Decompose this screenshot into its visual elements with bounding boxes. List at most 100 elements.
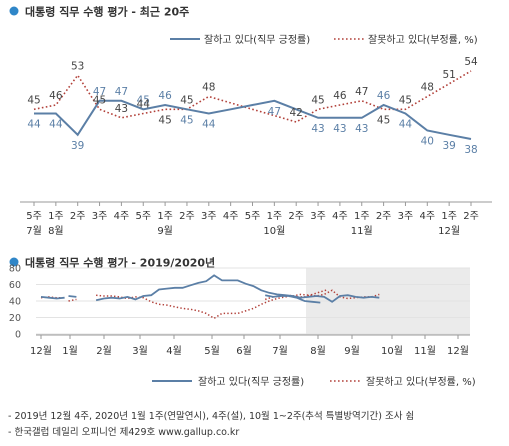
x-week-label: 3주 [398, 211, 414, 222]
approve-data-label: 44 [399, 119, 413, 131]
x-week-label: 4주 [223, 211, 239, 222]
disapprove-line [33, 70, 472, 123]
y-tick-label: 40 [9, 297, 21, 308]
x-week-label: 3주 [201, 211, 217, 222]
disapprove-data-label: 45 [399, 94, 412, 106]
disapprove-data-label: 45 [180, 94, 193, 106]
x-month-label: 1월 [62, 345, 78, 357]
x-month-label: 2월 [96, 345, 112, 357]
approve-data-label: 40 [421, 136, 434, 148]
x-month-label: 3월 [132, 345, 148, 357]
x-week-label: 5주 [245, 211, 261, 222]
x-month-label: 8월 [48, 225, 64, 237]
x-week-label: 1주 [157, 211, 173, 222]
x-month-label: 12월 [447, 345, 469, 357]
approve-trend-line [68, 295, 77, 298]
x-month-label: 12월 [30, 345, 52, 357]
disapprove-data-label: 42 [290, 107, 303, 119]
disapprove-data-label: 45 [377, 114, 390, 126]
approve-data-label: 45 [137, 94, 150, 106]
x-month-label: 5월 [204, 345, 220, 357]
approve-data-label: 38 [464, 144, 477, 156]
disapprove-data-label: 43 [115, 103, 128, 115]
x-week-label: 2주 [376, 211, 392, 222]
approve-data-label: 43 [311, 123, 324, 135]
approve-trend-line [95, 274, 380, 303]
approve-data-label: 46 [377, 90, 391, 102]
disapprove-data-label: 44 [137, 99, 151, 111]
x-month-label: 6월 [236, 345, 252, 357]
x-week-label: 4주 [332, 211, 348, 222]
disapprove-data-label: 45 [311, 94, 324, 106]
title-bullet-icon [9, 257, 19, 267]
approve-data-label: 39 [71, 140, 84, 152]
approve-data-label: 47 [268, 106, 281, 118]
x-week-label: 5주 [135, 211, 151, 222]
x-month-label: 7월 [26, 225, 42, 237]
disapprove-data-label: 45 [158, 114, 171, 126]
chart-2019-2020: 대통령 직무 수행 평가 - 2019/2020년 80 60 40 20 0 12월 1월 2… [9, 256, 476, 389]
x-month-label: 7월 [272, 345, 288, 357]
x-week-label: 4주 [420, 211, 436, 222]
x-week-label: 2주 [179, 211, 195, 222]
x-month-label: 10월 [381, 345, 403, 357]
footnote-survey-gaps: - 2019년 12월 4주, 2020년 1월 1주(연말연시), 4주(설)… [8, 411, 415, 422]
disapprove-trend-line [68, 298, 77, 302]
approve-data-label: 46 [158, 90, 172, 102]
legend-approve-label: 잘하고 있다(직무 긍정률) [204, 33, 310, 46]
x-month-label: 4월 [166, 345, 182, 357]
approve-data-label: 45 [180, 114, 193, 126]
x-month-label: 11월 [351, 225, 373, 237]
y-tick-label: 20 [9, 313, 21, 324]
disapprove-data-label: 53 [71, 60, 84, 72]
disapprove-data-label: 51 [442, 69, 455, 81]
approve-line [34, 99, 472, 140]
disapprove-data-label: 46 [333, 90, 347, 102]
x-month-label: 9월 [344, 345, 360, 357]
chart1-title: 대통령 직무 수행 평가 - 최근 20주 [25, 5, 189, 19]
x-week-label: 1주 [267, 211, 283, 222]
disapprove-data-label: 48 [421, 82, 434, 94]
x-week-label: 1주 [354, 211, 370, 222]
footnote-source: - 한국갤럽 데일리 오피니언 제429호 www.gallup.co.kr [8, 427, 240, 438]
title-bullet-icon [9, 6, 19, 16]
x-week-label: 4주 [114, 211, 130, 222]
chart2-title: 대통령 직무 수행 평가 - 2019/2020년 [25, 256, 215, 270]
y-tick-label: 80 [9, 264, 21, 275]
y-tick-label: 60 [9, 280, 21, 291]
approve-data-label: 43 [355, 123, 368, 135]
legend-approve-label: 잘하고 있다(직무 긍정률) [198, 375, 304, 388]
disapprove-data-label: 48 [202, 82, 215, 94]
x-week-label: 2주 [288, 211, 304, 222]
approve-data-label: 44 [27, 119, 41, 131]
legend-disapprove-label: 잘못하고 있다(부정률, %) [368, 33, 478, 46]
x-month-label: 12월 [438, 225, 460, 237]
disapprove-data-label: 46 [49, 90, 63, 102]
approve-trend-line [40, 296, 65, 300]
disapprove-data-label: 45 [27, 94, 40, 106]
x-week-label: 2주 [70, 211, 86, 222]
x-month-label: 9월 [157, 225, 173, 237]
x-week-label: 3주 [310, 211, 326, 222]
approve-trend-line [265, 294, 321, 304]
x-month-label: 8월 [310, 345, 326, 357]
y-tick-label: 0 [15, 330, 21, 341]
legend-disapprove-label: 잘못하고 있다(부정률, %) [366, 375, 476, 388]
x-month-label: 11월 [414, 345, 436, 357]
x-week-label: 1주 [48, 211, 64, 222]
disapprove-trend-line [96, 289, 380, 320]
approve-data-label: 44 [202, 119, 216, 131]
x-week-label: 1주 [441, 211, 457, 222]
approve-data-label: 47 [93, 86, 106, 98]
disapprove-data-label: 54 [464, 56, 478, 68]
x-week-label: 5주 [26, 211, 42, 222]
x-week-label: 3주 [92, 211, 108, 222]
x-week-label: 2주 [463, 211, 479, 222]
disapprove-data-label: 47 [355, 86, 368, 98]
approve-data-label: 39 [442, 140, 455, 152]
disapprove-data-label: 45 [93, 94, 106, 106]
approve-data-label: 43 [333, 123, 346, 135]
x-month-label: 10월 [263, 225, 285, 237]
